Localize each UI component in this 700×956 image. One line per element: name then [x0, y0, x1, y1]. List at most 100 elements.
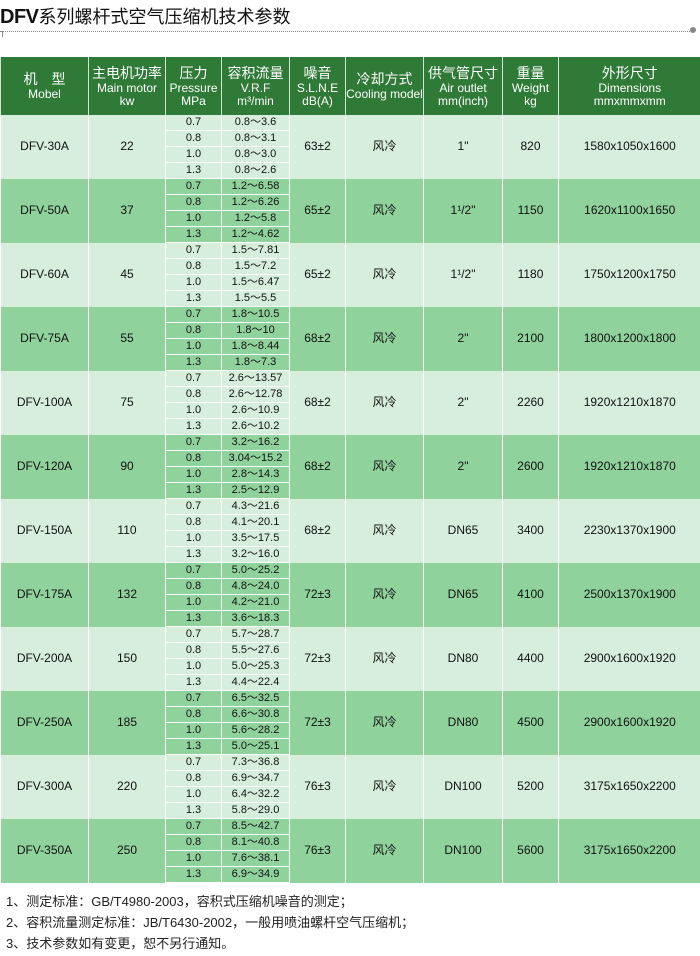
pressure-cell: 1.3: [165, 738, 222, 755]
model-cell: DFV-30A: [0, 115, 89, 179]
vrf-cell: 2.5～12.9: [221, 482, 290, 499]
table-row: 1.0 1.8～8.44: [1, 338, 700, 355]
pressure-cell: 1.3: [165, 290, 222, 307]
header-en: Pressure: [169, 80, 218, 95]
table-row: DFV-300A 220 0.7 7.3～36.8 76±3 风冷 DN100 5200 317…: [0, 754, 700, 819]
vrf-cell: 4.3～21.6: [221, 498, 290, 515]
vrf-cell: 8.5～42.7: [221, 818, 290, 835]
pressure-cell: 0.7: [165, 115, 222, 131]
table-row: 1.0 2.8～14.3: [1, 466, 700, 483]
table-row: 1.3 2.6～10.2: [1, 418, 700, 435]
pressure-cell: 1.0: [165, 658, 222, 675]
power-cell: 75: [88, 370, 166, 435]
outlet-cell: 1": [423, 115, 503, 179]
table-row: DFV-50A 37 0.7 1.2～6.58 65±2 风冷 1¹/2" 1150 1620x…: [0, 178, 700, 243]
table-row: DFV-75A 55 0.7 1.8～10.5 68±2 风冷 2" 2100 1800x120…: [0, 306, 700, 371]
table-row: 0.8 4.1～20.1: [1, 514, 700, 531]
pressure-cell: 0.8: [165, 514, 222, 531]
header-cn: 容积流量: [227, 64, 284, 81]
content: 机 型 Mobel 主电机功率 Main motor kw 压力 Pressure MPa 容积…: [0, 57, 700, 954]
pressure-cell: 0.8: [165, 130, 222, 147]
column-header: 外形尺寸 Dimensions mmxmmxmm: [558, 57, 700, 115]
table-row: 0.8 5.5～27.6: [1, 642, 700, 659]
column-header: 供气管尺寸 Air outlet mm(inch): [423, 57, 503, 115]
header-en: kg: [524, 93, 537, 108]
spec-table: 机 型 Mobel 主电机功率 Main motor kw 压力 Pressure MPa 容积…: [0, 57, 700, 883]
dimensions-cell: 1920x1210x1870: [558, 434, 700, 499]
table-row: DFV-175A 132 0.7 5.0～25.2 72±3 风冷 DN65 4100 2500…: [0, 562, 700, 627]
dimensions-cell: 1800x1200x1800: [558, 306, 700, 371]
header-en: Main motor: [96, 80, 158, 95]
table-row: 1.3 2.5～12.9: [1, 482, 700, 499]
dimensions-cell: 3175x1650x2200: [558, 754, 700, 819]
pressure-cell: 0.8: [165, 578, 222, 595]
vrf-cell: 2.6～13.57: [221, 370, 290, 387]
table-row: 1.3 4.4～22.4: [1, 674, 700, 691]
table-row: DFV-120A 90 0.7 3.2～16.2 68±2 风冷 2" 2600 1920x12…: [0, 434, 700, 499]
header-en: Cooling model: [346, 87, 423, 101]
page-title: DFV系列螺杆式空气压缩机技术参数: [0, 6, 291, 28]
model-cell: DFV-250A: [0, 690, 89, 755]
outlet-cell: 2": [423, 306, 503, 371]
vrf-cell: 7.3～36.8: [221, 754, 290, 771]
pressure-cell: 0.7: [165, 370, 222, 387]
header-en: mmxmmxmm: [593, 93, 666, 108]
noise-cell: 76±3: [289, 818, 346, 883]
vrf-cell: 1.5～7.81: [221, 242, 290, 259]
header-en: S.L.N.E: [296, 80, 339, 95]
table-row: 1.0 6.4～32.2: [1, 786, 700, 803]
header-cn: 压力: [179, 64, 208, 81]
header-cn: 外形尺寸: [601, 64, 658, 81]
table-row: DFV-100A 75 0.7 2.6～13.57 68±2 风冷 2" 2260 1920x1…: [0, 370, 700, 435]
header-en: Mobel: [28, 87, 61, 101]
model-cell: DFV-150A: [0, 498, 89, 563]
outlet-cell: 2": [423, 434, 503, 499]
dimensions-cell: 2230x1370x1900: [558, 498, 700, 563]
vrf-cell: 7.6～38.1: [221, 850, 290, 867]
model-cell: DFV-75A: [0, 306, 89, 371]
cooling-cell: 风冷: [345, 626, 424, 691]
header-en: dB(A): [302, 93, 333, 108]
dimensions-cell: 1750x1200x1750: [558, 242, 700, 307]
pressure-cell: 0.7: [165, 818, 222, 835]
dimensions-cell: 2900x1600x1920: [558, 690, 700, 755]
pressure-cell: 0.7: [165, 690, 222, 707]
header-en: m³/min: [237, 93, 274, 108]
pressure-cell: 0.7: [165, 434, 222, 451]
weight-cell: 3400: [502, 498, 559, 563]
pressure-cell: 1.3: [165, 226, 222, 243]
header-en: Weight: [511, 80, 550, 95]
vrf-cell: 6.9～34.7: [221, 770, 290, 787]
power-cell: 150: [88, 626, 166, 691]
vrf-cell: 1.2～5.8: [221, 210, 290, 227]
header-cn: 主电机功率: [92, 64, 162, 81]
power-cell: 37: [88, 178, 166, 243]
cooling-cell: 风冷: [345, 818, 424, 883]
header-row: 机 型 Mobel 主电机功率 Main motor kw 压力 Pressure MPa 容积…: [0, 57, 700, 115]
vrf-cell: 0.8～2.6: [221, 162, 290, 179]
column-header: 冷却方式 Cooling model: [345, 57, 424, 115]
cooling-cell: 风冷: [345, 562, 424, 627]
table-row: 1.3 5.8～29.0: [1, 802, 700, 819]
vrf-cell: 6.5～32.5: [221, 690, 290, 707]
weight-cell: 4400: [502, 626, 559, 691]
pressure-cell: 1.3: [165, 546, 222, 563]
pressure-cell: 0.8: [165, 194, 222, 211]
dimensions-cell: 2900x1600x1920: [558, 626, 700, 691]
divider-tick: [2, 31, 3, 37]
vrf-cell: 0.8～3.6: [221, 115, 290, 131]
column-header: 重量 Weight kg: [502, 57, 559, 115]
pressure-cell: 0.8: [165, 450, 222, 467]
pressure-cell: 0.7: [165, 242, 222, 259]
table-row: 0.8 6.9～34.7: [1, 770, 700, 787]
pressure-cell: 1.3: [165, 674, 222, 691]
model-cell: DFV-120A: [0, 434, 89, 499]
dimensions-cell: 1920x1210x1870: [558, 370, 700, 435]
header-en: Dimensions: [598, 80, 662, 95]
vrf-cell: 6.6～30.8: [221, 706, 290, 723]
vrf-cell: 5.0～25.2: [221, 562, 290, 579]
vrf-cell: 1.8～8.44: [221, 338, 290, 355]
pressure-cell: 1.3: [165, 162, 222, 179]
vrf-cell: 3.2～16.0: [221, 546, 290, 563]
table-row: 1.0 1.2～5.8: [1, 210, 700, 227]
